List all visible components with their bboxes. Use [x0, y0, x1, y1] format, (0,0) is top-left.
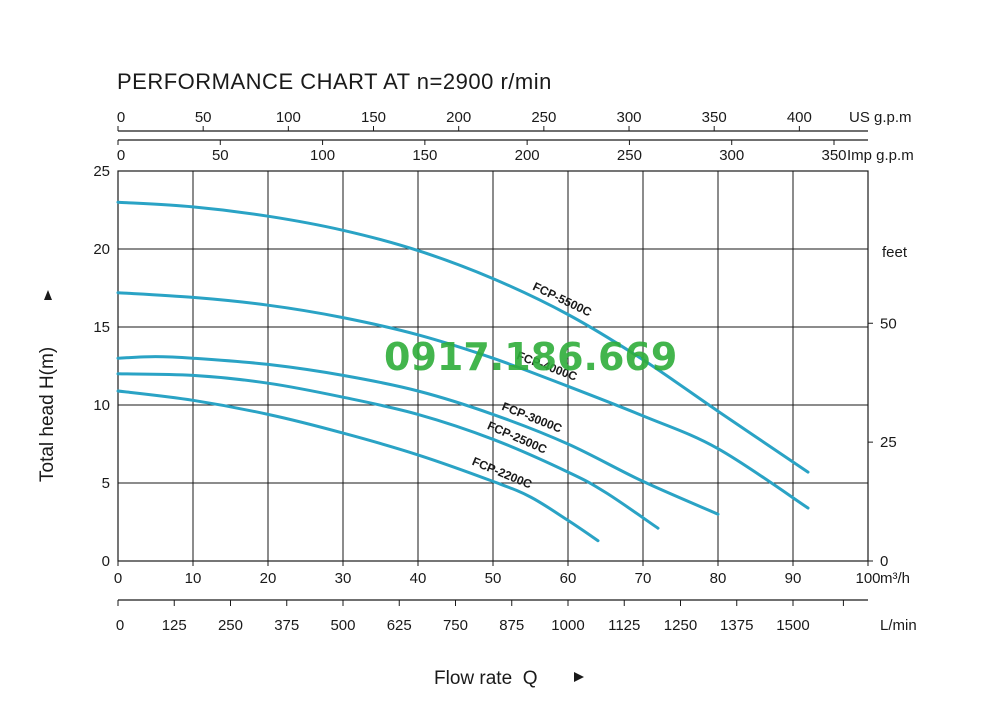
us-gpm-tick-label: 350 [702, 109, 727, 126]
y-tick-label: 15 [93, 319, 110, 336]
l-min-axis: L/min 0 125 250 375 500 625 750 875 1000 1125 1250… [116, 599, 917, 634]
chart-title: PERFORMANCE CHART AT n=2900 r/min [117, 69, 552, 94]
feet-tick-label: 25 [880, 434, 897, 451]
us-gpm-tick-label: 200 [446, 109, 471, 126]
us-gpm-tick-label: 50 [195, 109, 212, 126]
y-tick-label: 0 [102, 553, 110, 570]
l-min-tick-label: 250 [218, 617, 243, 634]
x-axis-title: Flow rate Q [434, 668, 537, 689]
l-min-tick-label: 875 [499, 617, 524, 634]
feet-tick-label: 50 [880, 315, 897, 332]
y-tick-label: 5 [102, 475, 110, 492]
l-min-tick-label: 1125 [608, 617, 640, 634]
us-gpm-unit-label: US g.p.m [849, 109, 912, 126]
series-line-2 [116, 291, 810, 510]
feet-tick-label: 0 [880, 553, 888, 570]
us-gpm-tick-label: 100 [276, 109, 301, 126]
phone-watermark: 0917.186.669 [384, 335, 677, 379]
y-tick-label: 25 [93, 163, 110, 180]
y-axis-arrow-icon [44, 290, 52, 300]
l-min-tick-label: 0 [116, 617, 124, 634]
l-min-tick-label: 1250 [664, 617, 697, 634]
feet-unit-label: feet [882, 244, 908, 261]
l-min-tick-label: 1375 [720, 617, 753, 634]
x-tick-label: 30 [335, 570, 352, 587]
x-tick-label: 40 [410, 570, 427, 587]
x-tick-label: 0 [114, 570, 122, 587]
l-min-tick-label: 1500 [776, 617, 809, 634]
us-gpm-tick-label: 150 [361, 109, 386, 126]
x-tick-label: 100 [855, 570, 880, 587]
y-tick-label: 10 [93, 397, 110, 414]
x-axis-arrow-icon [574, 672, 584, 682]
l-min-tick-label: 625 [387, 617, 412, 634]
imp-gpm-tick-label: 250 [617, 147, 642, 164]
l-min-unit-label: L/min [880, 617, 917, 634]
imp-gpm-tick-label: 100 [310, 147, 335, 164]
us-gpm-tick-label: 400 [787, 109, 812, 126]
x-tick-label: 70 [635, 570, 652, 587]
x-tick-label: 60 [560, 570, 577, 587]
us-gpm-tick-label: 0 [117, 109, 125, 126]
imp-gpm-unit-label: Imp g.p.m [847, 147, 914, 164]
series-line-5 [116, 389, 600, 543]
x-tick-label: 10 [185, 570, 202, 587]
x-tick-label: 90 [785, 570, 802, 587]
y-axis-title: Total head H(m) [37, 347, 58, 482]
imp-gpm-tick-label: 300 [719, 147, 744, 164]
x-tick-label: 80 [710, 570, 727, 587]
l-min-tick-label: 1000 [551, 617, 584, 634]
series-line-3 [116, 355, 720, 516]
us-gpm-tick-label: 300 [617, 109, 642, 126]
imp-gpm-tick-label: 200 [515, 147, 540, 164]
imp-gpm-tick-label: 50 [212, 147, 229, 164]
imp-gpm-tick-label: 350 [821, 147, 846, 164]
feet-axis: feet 0 25 50 [868, 244, 908, 570]
imp-gpm-axis: Imp g.p.m 0 50 100 150 200 250 300 350 [117, 139, 914, 164]
series-line-4 [116, 372, 660, 530]
y-tick-label: 20 [93, 241, 110, 258]
x-tick-label: 20 [260, 570, 277, 587]
x-unit-label: m³/h [880, 570, 910, 587]
us-gpm-axis: US g.p.m 0 50 100 150 200 250 300 350 400 [117, 109, 912, 132]
series-line-1 [116, 200, 810, 474]
imp-gpm-tick-label: 150 [412, 147, 437, 164]
x-tick-label: 50 [485, 570, 502, 587]
x-axis-ticks: 0 10 20 30 40 50 60 70 80 90 100 [114, 561, 881, 587]
y-axis-ticks: 0 5 10 15 20 25 [93, 163, 110, 570]
imp-gpm-tick-label: 0 [117, 147, 125, 164]
chart-grid [118, 171, 868, 561]
l-min-tick-label: 500 [330, 617, 355, 634]
l-min-tick-label: 125 [162, 617, 187, 634]
us-gpm-tick-label: 250 [531, 109, 556, 126]
l-min-tick-label: 750 [443, 617, 468, 634]
l-min-tick-label: 375 [274, 617, 299, 634]
